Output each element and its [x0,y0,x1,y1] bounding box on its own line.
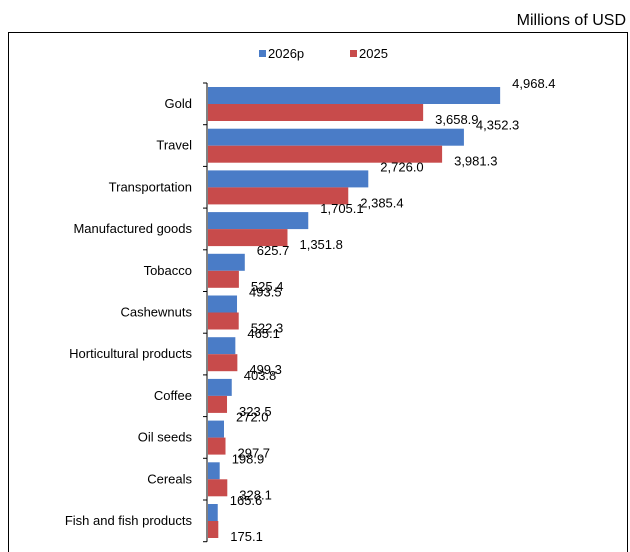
category-label: Transportation [109,179,192,194]
data-label: 403.8 [244,368,277,383]
legend-label-0: 2026p [268,46,304,61]
bar-2025 [208,270,239,288]
bar-2026p [208,420,224,438]
data-label: 2,385.4 [360,195,403,210]
bar-2025 [208,354,238,372]
bar-2026p [208,128,464,146]
unit-label: Millions of USD [516,12,626,29]
bar-2026p [208,295,238,313]
data-label: 3,981.3 [454,154,497,169]
category-label: Fish and fish products [65,513,193,528]
bar-2026p [208,170,369,188]
data-label: 522.3 [251,321,284,336]
data-label: 499.3 [249,362,282,377]
data-label: 1,705.1 [320,201,363,216]
data-label: 4,352.3 [476,118,519,133]
data-label: 493.5 [249,285,282,300]
category-label: Travel [156,138,192,153]
bar-2026p [208,337,236,355]
legend-swatch-0 [259,50,266,57]
bar-2026p [208,378,232,396]
category-label: Cereals [147,471,192,486]
bar-2025 [208,395,228,413]
bar-2025 [208,479,228,497]
chart-frame [8,32,628,552]
bar-2025 [208,104,424,121]
legend-swatch-1 [350,50,357,57]
data-label: 525.4 [251,279,284,294]
data-label: 165.6 [230,493,263,508]
bar-2025 [208,312,239,330]
data-label: 1,351.8 [299,237,342,252]
category-label: Tobacco [144,263,192,278]
data-label: 198.9 [232,451,265,466]
bar-2025 [208,521,219,538]
bar-2025 [208,145,443,163]
data-label: 297.7 [238,446,271,461]
bar-2025 [208,437,226,455]
category-label: Horticultural products [69,346,192,361]
legend-label-1: 2025 [359,46,388,61]
bar-2026p [208,462,220,480]
data-label: 2,726.0 [380,159,423,174]
data-label: 175.1 [230,529,263,544]
category-label: Manufactured goods [73,221,192,236]
bar-2026p [208,212,309,230]
category-label: Cashewnuts [120,305,192,320]
data-label: 465.1 [247,326,280,341]
bar-2026p [208,504,218,521]
bar-2026p [208,87,501,104]
category-label: Gold [165,96,192,111]
category-label: Oil seeds [138,430,193,445]
bar-2025 [208,187,349,205]
bar-2025 [208,229,288,247]
bar-2026p [208,253,245,271]
data-label: 3,658.9 [435,112,478,127]
data-label: 323.5 [239,404,272,419]
data-label: 4,968.4 [512,76,555,91]
data-label: 328.1 [239,487,272,502]
category-label: Coffee [154,388,192,403]
data-label: 272.0 [236,410,269,425]
data-label: 625.7 [257,243,290,258]
